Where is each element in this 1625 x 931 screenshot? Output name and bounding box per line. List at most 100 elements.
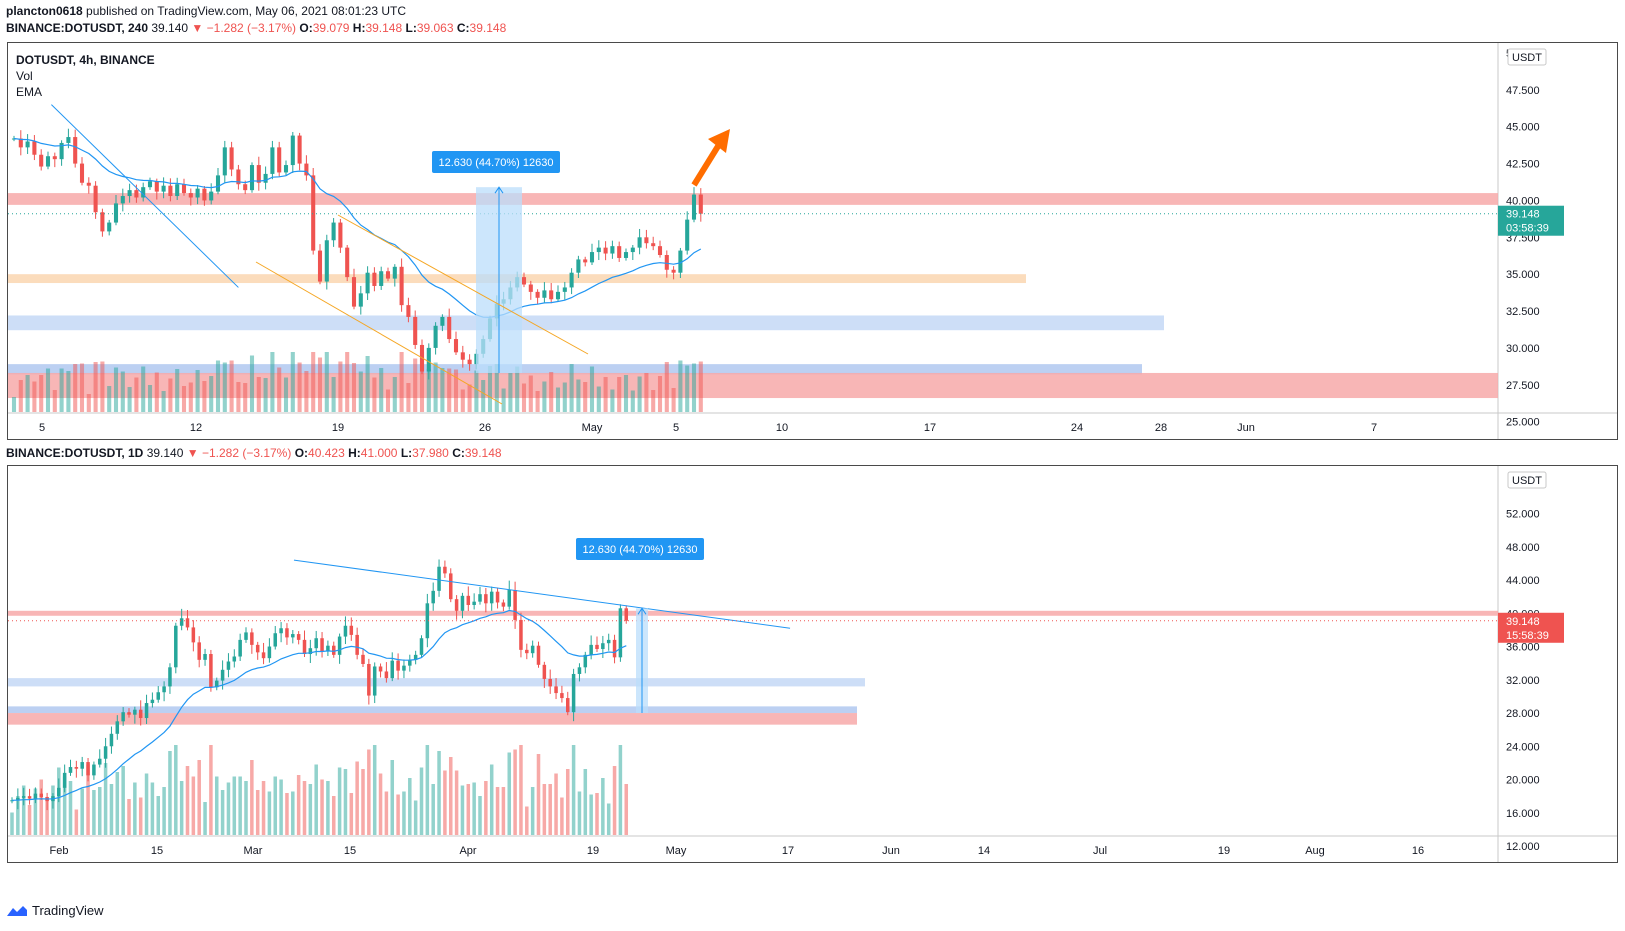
- legend-vol[interactable]: Vol: [16, 69, 33, 83]
- volume-bar: [162, 787, 166, 835]
- volume-bar: [68, 781, 73, 835]
- top-symbol: BINANCE:DOTUSDT, 240: [6, 21, 149, 35]
- candle-body: [156, 692, 161, 700]
- candle-body: [536, 645, 541, 665]
- volume-bar: [408, 778, 412, 835]
- volume-bar: [141, 366, 146, 412]
- volume-bar: [107, 386, 112, 412]
- measure-arrowhead: [637, 607, 647, 615]
- x-tick-label: 19: [332, 422, 344, 434]
- volume-bar: [589, 794, 593, 835]
- candle-body: [612, 639, 617, 658]
- author-name[interactable]: plancton0618: [6, 4, 83, 18]
- volume-bar: [624, 784, 629, 835]
- y-tick-label: 25.000: [1506, 417, 1540, 429]
- candle-body: [372, 666, 377, 696]
- volume-bar: [134, 377, 139, 412]
- x-tick-label: Apr: [459, 845, 476, 857]
- volume-bar: [133, 782, 137, 835]
- zone-4: [8, 372, 1498, 399]
- candle-body: [215, 175, 221, 192]
- candle-body: [437, 566, 441, 591]
- volume-bar: [623, 375, 629, 412]
- bottom-chart-panel[interactable]: 52.00048.00044.00040.00036.00032.00028.0…: [7, 465, 1618, 863]
- candle-body: [197, 642, 201, 660]
- x-tick-label: 16: [1412, 845, 1424, 857]
- y-tick-label: 28.000: [1506, 708, 1540, 720]
- candle-body: [168, 185, 173, 197]
- zone-3: [8, 713, 857, 725]
- volume-bar: [238, 776, 242, 835]
- volume-bar: [596, 386, 601, 412]
- volume-bar: [203, 802, 207, 835]
- candle-body: [651, 243, 656, 247]
- x-tick-label: 19: [587, 845, 599, 857]
- measure-label: 12.630 (44.70%) 12630: [583, 544, 698, 556]
- volume-bar: [515, 366, 520, 412]
- volume-bar: [489, 764, 494, 835]
- legend-ema[interactable]: EMA: [16, 85, 43, 99]
- candle-body: [413, 316, 418, 345]
- volume-bar: [202, 381, 207, 412]
- currency-label: USDT: [1512, 475, 1542, 487]
- channel-line-lower: [255, 261, 503, 405]
- volume-bar: [508, 373, 513, 412]
- volume-bar: [103, 763, 108, 835]
- candle-body: [324, 240, 329, 282]
- volume-bar: [261, 781, 266, 835]
- candle-body: [86, 182, 91, 186]
- volume-bar: [595, 793, 599, 835]
- candle-body: [583, 259, 588, 263]
- candle-body: [664, 255, 669, 270]
- tradingview-footer[interactable]: TradingView: [6, 903, 104, 918]
- volume-bar: [97, 787, 102, 835]
- top-chart-panel[interactable]: 547.50045.00042.50040.00037.50035.00032.…: [7, 42, 1618, 440]
- volume-bar: [285, 793, 289, 835]
- candle-body: [93, 185, 98, 213]
- volume-bar: [583, 382, 588, 412]
- measure-label-box: [576, 538, 704, 560]
- candle-body: [79, 163, 85, 183]
- candle-body: [384, 671, 389, 679]
- volume-bar: [11, 397, 17, 412]
- candle-body: [345, 247, 350, 278]
- top-chart-svg[interactable]: 547.50045.00042.50040.00037.50035.00032.…: [8, 43, 1617, 439]
- volume-bar: [419, 352, 425, 412]
- volume-bar: [443, 770, 447, 835]
- x-tick-label: 5: [39, 422, 45, 434]
- volume-bar: [530, 787, 535, 835]
- candle-body: [326, 645, 330, 652]
- candle-body: [447, 316, 452, 340]
- volume-bar: [519, 745, 523, 835]
- zone-0: [8, 610, 1498, 616]
- volume-bar: [59, 368, 64, 412]
- volume-bar: [62, 776, 67, 835]
- currency-badge: [1507, 471, 1547, 489]
- volume-bar: [577, 791, 582, 835]
- y-tick-label: 27.500: [1506, 380, 1540, 392]
- volume-bar: [569, 364, 574, 412]
- bullish-arrow: [691, 141, 723, 187]
- volume-bar: [671, 388, 676, 412]
- x-tick-label: Aug: [1305, 845, 1325, 857]
- candle-body: [408, 659, 412, 666]
- publish-line: plancton0618 published on TradingView.co…: [6, 4, 406, 18]
- bottom-chart-svg[interactable]: 52.00048.00044.00040.00036.00032.00028.0…: [8, 466, 1617, 862]
- price-tag-value: 39.148: [1506, 209, 1540, 221]
- candle-body: [501, 602, 506, 607]
- y-tick-label: 35.000: [1506, 269, 1540, 281]
- volume-bar: [100, 361, 105, 412]
- x-tick-label: Mar: [244, 845, 263, 857]
- price-tag: [1498, 205, 1564, 236]
- volume-bar: [168, 751, 172, 835]
- candle-body: [453, 339, 459, 353]
- candle-body: [202, 188, 207, 201]
- volume-bar: [191, 776, 196, 835]
- candle-body: [691, 194, 697, 220]
- volume-bar: [657, 376, 663, 412]
- candle-body: [349, 625, 354, 635]
- candle-body: [191, 627, 196, 643]
- candle-body: [120, 196, 125, 204]
- candle-body: [238, 639, 242, 657]
- candle-body: [460, 595, 465, 611]
